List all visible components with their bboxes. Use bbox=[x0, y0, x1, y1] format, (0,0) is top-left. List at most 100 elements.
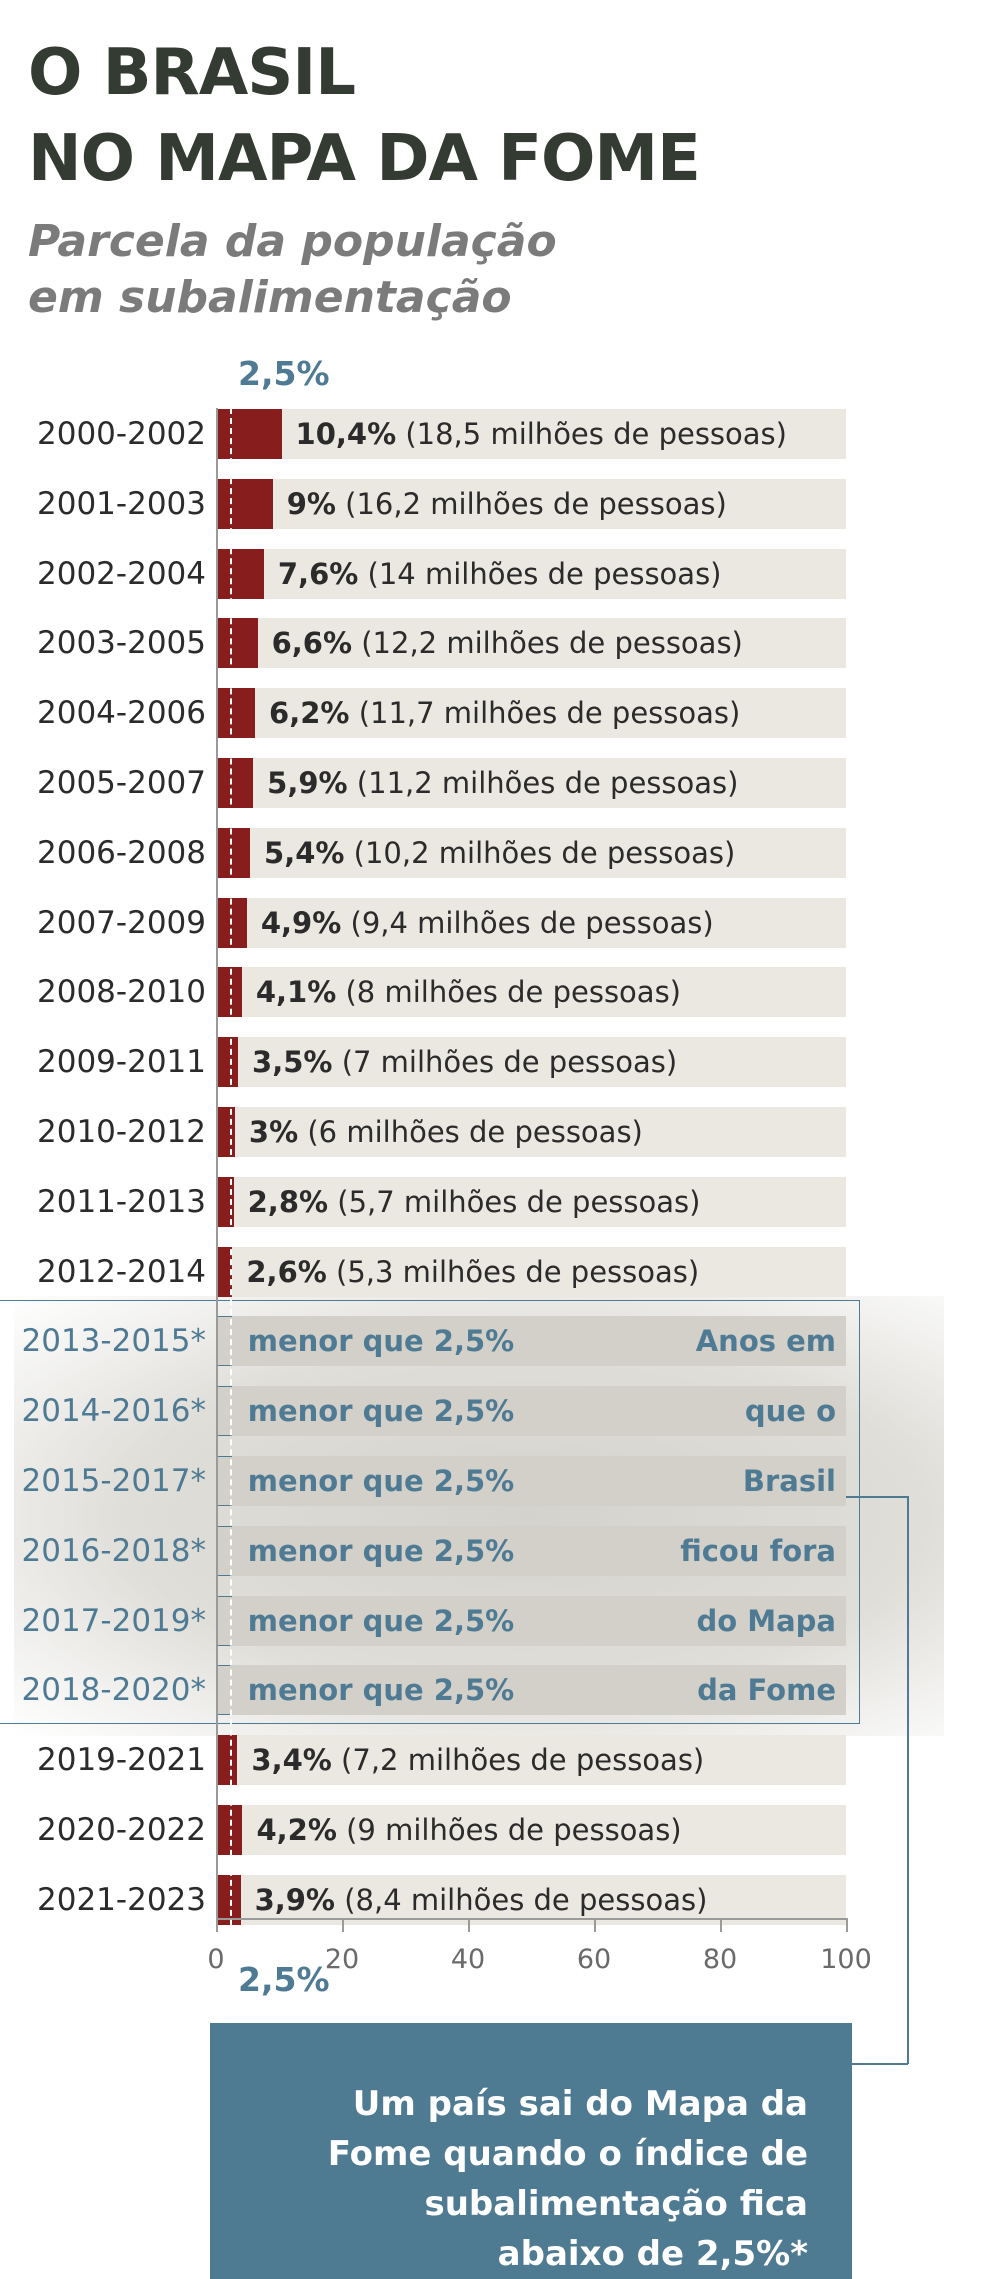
category-label: 2006-2008 bbox=[37, 834, 206, 871]
x-tick-label: 80 bbox=[702, 1944, 738, 1975]
note-text: Um país sai do Mapa da Fome quando o índ… bbox=[250, 2079, 808, 2279]
bar bbox=[216, 758, 254, 808]
category-label: 2003-2005 bbox=[37, 625, 206, 662]
bar-track bbox=[216, 1037, 846, 1088]
note-line-3: subalimentação fica bbox=[424, 2184, 808, 2224]
bar bbox=[216, 1874, 241, 1925]
data-label-below-threshold: menor que 2,5% bbox=[247, 1533, 515, 1568]
data-label: 2,8% (5,7 milhões de pessoas) bbox=[247, 1184, 701, 1219]
category-label: 2018-2020* bbox=[21, 1672, 206, 1709]
x-tick-label: 20 bbox=[324, 1944, 360, 1975]
category-label: 2005-2007 bbox=[37, 765, 206, 801]
bar bbox=[216, 688, 256, 739]
bar-track bbox=[216, 1805, 846, 1855]
data-label-below-threshold: menor que 2,5% bbox=[247, 1673, 515, 1708]
bar-track bbox=[216, 1525, 846, 1576]
data-label-value: 4,9% bbox=[260, 905, 342, 940]
side-note-line: Brasil bbox=[742, 1464, 836, 1498]
background-smudge bbox=[14, 1296, 944, 1736]
bar-track bbox=[216, 548, 846, 599]
side-note-line: ficou fora bbox=[680, 1533, 836, 1568]
data-label: 3,5% (7 milhões de pessoas) bbox=[252, 1045, 678, 1080]
data-label: 2,6% (5,3 milhões de pessoas) bbox=[246, 1254, 700, 1289]
bar-track bbox=[216, 1107, 846, 1157]
bar-track bbox=[216, 1665, 846, 1716]
out-of-map-frame bbox=[0, 1300, 860, 1724]
data-label: 3,4% (7,2 milhões de pessoas) bbox=[251, 1743, 705, 1778]
data-label: 10,4% (18,5 milhões de pessoas) bbox=[295, 417, 787, 451]
data-label-value: 3% bbox=[248, 1115, 299, 1149]
bar-track bbox=[216, 827, 846, 878]
data-label: 3% (6 milhões de pessoas) bbox=[248, 1115, 643, 1149]
category-label: 2002-2004 bbox=[37, 555, 206, 592]
data-label: 7,6% (14 milhões de pessoas) bbox=[277, 556, 722, 591]
data-label: 4,9% (9,4 milhões de pessoas) bbox=[260, 905, 714, 940]
data-label: 6,6% (12,2 milhões de pessoas) bbox=[271, 626, 743, 661]
bar bbox=[216, 827, 251, 878]
x-axis-line bbox=[216, 1918, 846, 1920]
data-label: 5,4% (10,2 milhões de pessoas) bbox=[264, 835, 736, 870]
data-label-value: 7,6% bbox=[277, 556, 359, 591]
bar bbox=[216, 1107, 235, 1157]
threshold-label-top: 2,5% bbox=[238, 354, 330, 393]
category-label: 2014-2016* bbox=[21, 1393, 206, 1430]
threshold-line bbox=[230, 388, 232, 1996]
category-label: 2001-2003 bbox=[37, 485, 206, 522]
bar bbox=[216, 967, 242, 1018]
category-label: 2011-2013 bbox=[37, 1183, 206, 1220]
x-tick bbox=[720, 1918, 722, 1932]
side-note-line: do Mapa bbox=[696, 1603, 836, 1638]
note-line-4: abaixo de 2,5%* bbox=[497, 2234, 808, 2274]
x-tick bbox=[468, 1918, 470, 1932]
bar-track bbox=[216, 409, 846, 459]
bar bbox=[216, 1176, 234, 1227]
bar-track bbox=[216, 1316, 846, 1367]
bar-track bbox=[216, 1735, 846, 1786]
bar bbox=[216, 478, 273, 529]
data-label: 5,9% (11,2 milhões de pessoas) bbox=[267, 766, 739, 800]
data-label-value: 9% bbox=[286, 486, 336, 521]
note-line-1: Um país sai do Mapa da bbox=[352, 2084, 808, 2124]
data-label-value: 10,4% bbox=[295, 417, 397, 451]
category-label: 2012-2014 bbox=[37, 1253, 206, 1290]
title-line-2: NO MAPA DA FOME bbox=[28, 122, 701, 196]
bar-track bbox=[216, 1246, 846, 1297]
zero-axis-line bbox=[216, 408, 218, 1920]
data-label: 4,2% (9 milhões de pessoas) bbox=[256, 1813, 682, 1847]
data-label-value: 2,8% bbox=[247, 1184, 329, 1219]
data-label-below-threshold: menor que 2,5% bbox=[247, 1324, 515, 1359]
x-tick-label: 100 bbox=[820, 1944, 872, 1975]
subtitle-line-2: em subalimentação bbox=[28, 272, 512, 323]
bar bbox=[216, 1735, 238, 1786]
bar-track bbox=[216, 1176, 846, 1227]
data-label-value: 2,6% bbox=[246, 1254, 327, 1289]
x-tick bbox=[846, 1918, 848, 1932]
data-label-value: 3,9% bbox=[254, 1882, 335, 1917]
data-label: 4,1% (8 milhões de pessoas) bbox=[255, 975, 681, 1010]
side-note-line: Anos em bbox=[695, 1324, 836, 1359]
data-label-value: 6,6% bbox=[271, 626, 353, 661]
category-label: 2000-2002 bbox=[37, 416, 206, 452]
bar bbox=[216, 1037, 239, 1088]
category-label: 2010-2012 bbox=[37, 1114, 206, 1150]
bar-track bbox=[216, 688, 846, 739]
side-note-line: da Fome bbox=[697, 1673, 836, 1708]
bar-track bbox=[216, 897, 846, 948]
bar-track bbox=[216, 1456, 846, 1506]
connector-line-vertical bbox=[907, 1496, 909, 2064]
category-label: 2004-2006 bbox=[37, 695, 206, 732]
data-label-value: 5,9% bbox=[267, 766, 348, 800]
data-label-value: 4,1% bbox=[255, 975, 337, 1010]
bar-track bbox=[216, 478, 846, 529]
category-label: 2009-2011 bbox=[37, 1044, 206, 1081]
page-subtitle: Parcela da população em subalimentação bbox=[28, 214, 958, 326]
subtitle-line-1: Parcela da população bbox=[28, 216, 557, 267]
data-label-value: 3,5% bbox=[252, 1045, 333, 1080]
category-label: 2007-2009 bbox=[37, 904, 206, 941]
note-line-2: Fome quando o índice de bbox=[327, 2134, 808, 2174]
data-label-value: 3,4% bbox=[251, 1743, 332, 1778]
x-tick-label: 40 bbox=[450, 1944, 486, 1975]
category-label: 2016-2018* bbox=[21, 1532, 206, 1569]
side-note-line: que o bbox=[744, 1394, 836, 1429]
bar bbox=[216, 1805, 243, 1855]
